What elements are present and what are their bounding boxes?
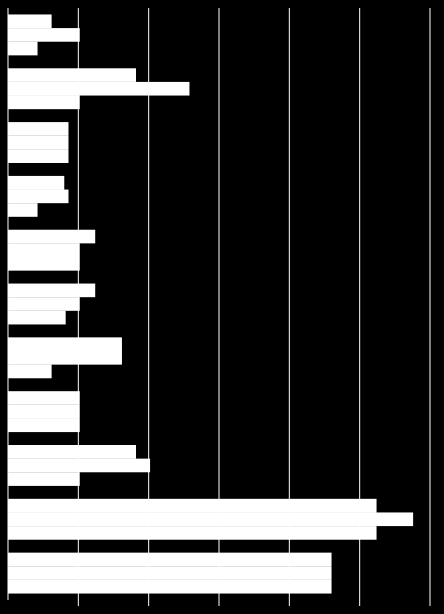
bars (8, 14, 414, 594)
bar (8, 41, 38, 56)
bar (8, 229, 96, 244)
bar (8, 418, 80, 433)
bar (8, 297, 80, 311)
bar (8, 566, 332, 580)
bar (8, 95, 80, 110)
bar (8, 28, 80, 42)
bar (8, 175, 65, 190)
bar (8, 256, 80, 271)
bar (8, 337, 122, 352)
bar (8, 310, 66, 325)
bar (8, 351, 122, 365)
bar (8, 203, 38, 217)
bar (8, 364, 52, 379)
bar (8, 68, 137, 82)
bar (8, 552, 332, 567)
bar (8, 189, 69, 204)
bar (8, 283, 96, 298)
bar (8, 14, 52, 29)
bar (8, 472, 80, 486)
x-axis (7, 8, 431, 606)
bar (8, 391, 80, 405)
bar (8, 135, 69, 150)
bar (8, 122, 69, 136)
bar (8, 579, 332, 594)
bar (8, 404, 80, 419)
bar (8, 81, 190, 96)
bar (8, 458, 151, 473)
bar (8, 445, 137, 459)
bar (8, 526, 377, 540)
bar (8, 243, 80, 257)
bar (8, 498, 377, 513)
bar (8, 149, 69, 163)
bar (8, 512, 414, 527)
